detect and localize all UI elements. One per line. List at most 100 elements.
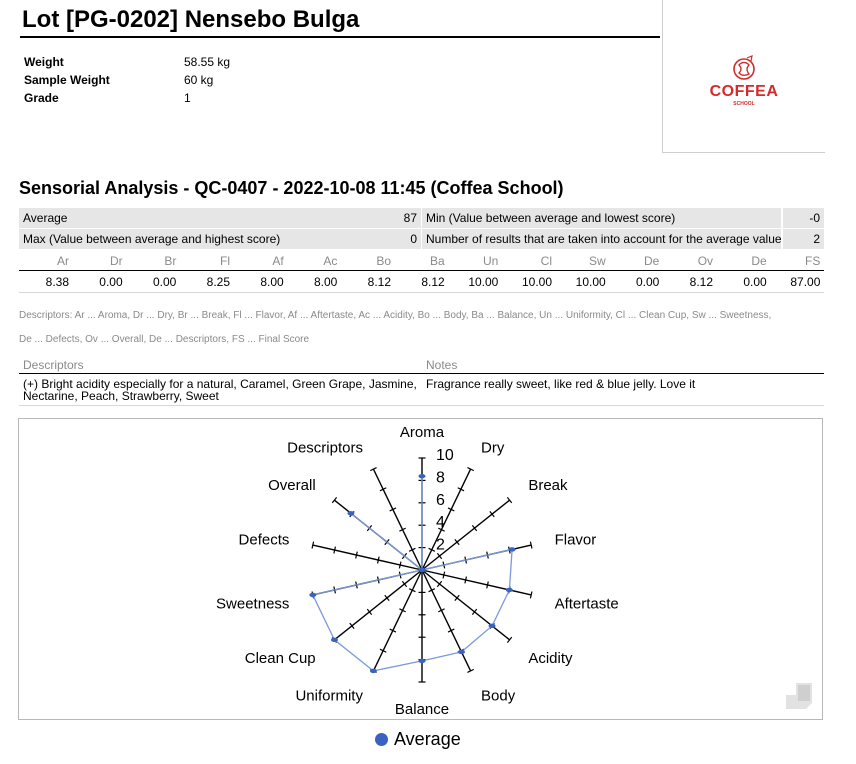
- descriptors-column-header: Descriptors: [23, 358, 84, 372]
- radar-tick: [506, 497, 513, 504]
- radar-axis-label: Acidity: [528, 650, 573, 667]
- radar-tick: [389, 507, 397, 512]
- score-header-cell: Ov: [697, 254, 714, 268]
- radar-data-point: [418, 567, 426, 573]
- radar-tick: [486, 581, 489, 589]
- count-label: Number of results that are taken into ac…: [422, 229, 781, 249]
- radar-axis-line: [421, 569, 511, 641]
- radar-tick: [529, 591, 533, 599]
- radar-tick: [447, 628, 455, 633]
- radar-data-point: [508, 547, 516, 552]
- radar-data-point: [505, 587, 513, 593]
- table-row: (+) Bright acidity especially for a natu…: [19, 377, 824, 406]
- radar-data-point: [418, 658, 426, 664]
- radar-tick: [506, 636, 513, 643]
- logo-subtext: SCHOOL: [733, 101, 755, 107]
- score-value-cell: 8.12: [421, 275, 445, 289]
- score-value-cell: 10.00: [575, 275, 606, 289]
- notes-text: Fragrance really sweet, like red & blue …: [426, 377, 696, 391]
- score-value-cell: 8.25: [206, 275, 230, 289]
- score-header-cell: Un: [483, 254, 499, 268]
- info-row-sample-weight: Sample Weight 60 kg: [24, 73, 324, 91]
- sample-weight-value: 60 kg: [184, 73, 214, 87]
- score-value-cell: 8.12: [689, 275, 714, 289]
- radar-axis-line: [421, 569, 472, 672]
- score-header-cell: Fl: [220, 254, 230, 268]
- radar-tick-label: 4: [436, 514, 445, 531]
- export-icon[interactable]: [784, 681, 814, 711]
- summary-row: Max (Value between average and highest s…: [19, 229, 824, 249]
- radar-tick: [389, 628, 397, 633]
- radar-chart: 2 4 6 8 10 Aroma Dry Break Flavor Aftertaste Acidi…: [216, 424, 619, 718]
- count-value: 2: [783, 229, 824, 249]
- radar-axis-label: Aroma: [400, 424, 445, 441]
- score-value-cell: 0.00: [99, 275, 123, 289]
- radar-tick: [401, 580, 408, 588]
- title-divider: [20, 36, 660, 38]
- radar-axis-label: Aftertaste: [555, 595, 619, 612]
- radar-tick: [428, 547, 436, 552]
- radar-tick: [471, 524, 478, 532]
- analysis-title: Sensorial Analysis - QC-0407 - 2022-10-0…: [19, 178, 564, 198]
- min-value: -0: [783, 208, 824, 228]
- score-value-cell: 8.00: [260, 275, 284, 289]
- radar-axis-label: Clean Cup: [245, 650, 316, 667]
- radar-tick-label: 6: [436, 492, 445, 509]
- radar-data-point: [418, 473, 426, 479]
- radar-chart-panel: 2 4 6 8 10 Aroma Dry Break Flavor Aftertaste Acidi…: [18, 418, 823, 720]
- grade-label: Grade: [24, 91, 59, 105]
- notes-column-header: Notes: [426, 358, 458, 372]
- radar-tick: [311, 541, 315, 549]
- radar-tick: [408, 547, 416, 552]
- radar-tick: [467, 668, 475, 673]
- radar-tick: [447, 507, 455, 512]
- score-header-cell: Af: [272, 254, 284, 268]
- score-header-cell: Cl: [540, 254, 553, 268]
- page-title: Lot [PG-0202] Nensebo Bulga: [22, 6, 360, 33]
- radar-tick: [529, 541, 533, 549]
- radar-axis-label: Balance: [395, 701, 449, 718]
- average-value: 87: [399, 208, 421, 228]
- score-value-cell: 10.00: [468, 275, 499, 289]
- radar-tick: [428, 588, 436, 593]
- radar-axis-label: Break: [528, 477, 568, 494]
- radar-axis-line: [312, 544, 423, 571]
- radar-axis-line: [372, 569, 423, 672]
- logo-wordmark: COFFEA: [709, 83, 779, 100]
- radar-tick: [438, 527, 445, 532]
- radar-tick: [436, 552, 443, 560]
- score-header-cell: Ba: [430, 254, 445, 268]
- radar-tick: [384, 594, 390, 602]
- radar-series-line: [311, 476, 513, 672]
- radar-axis-label: Dry: [481, 439, 505, 456]
- score-value-cell: 0.00: [152, 275, 177, 289]
- radar-tick: [369, 467, 377, 472]
- radar-tick: [436, 580, 443, 588]
- scores-value-row: 8.38 0.00 0.00 8.25 8.00 8.00 8.12 8.12 10.00 10.…: [19, 273, 824, 293]
- radar-axis-line: [333, 569, 423, 641]
- score-value-cell: 8.38: [45, 275, 69, 289]
- radar-tick: [376, 556, 380, 564]
- radar-tick-label: 10: [436, 447, 454, 464]
- score-header-cell: Ac: [323, 254, 338, 268]
- score-header-cell: Br: [164, 254, 177, 268]
- radar-data-point: [488, 623, 496, 629]
- radar-tick: [379, 648, 387, 653]
- descriptors-text: (+) Bright acidity especially for a natu…: [23, 377, 417, 403]
- radar-axis-label: Overall: [268, 477, 316, 494]
- radar-tick: [399, 527, 406, 532]
- score-header-cell: De: [751, 254, 767, 268]
- radar-tick: [464, 576, 468, 584]
- score-header-cell: FS: [805, 254, 821, 268]
- score-header-cell: Bo: [376, 254, 392, 268]
- radar-tick: [454, 594, 460, 602]
- radar-tick: [366, 608, 373, 616]
- legend-marker: [375, 733, 388, 746]
- radar-tick: [333, 546, 337, 554]
- notes-table-header: Descriptors Notes: [19, 357, 824, 374]
- weight-label: Weight: [24, 55, 64, 69]
- sample-weight-label: Sample Weight: [24, 73, 110, 87]
- radar-tick: [399, 608, 406, 613]
- radar-tick-label: 8: [436, 469, 445, 486]
- radar-axis-label: Descriptors: [287, 439, 363, 456]
